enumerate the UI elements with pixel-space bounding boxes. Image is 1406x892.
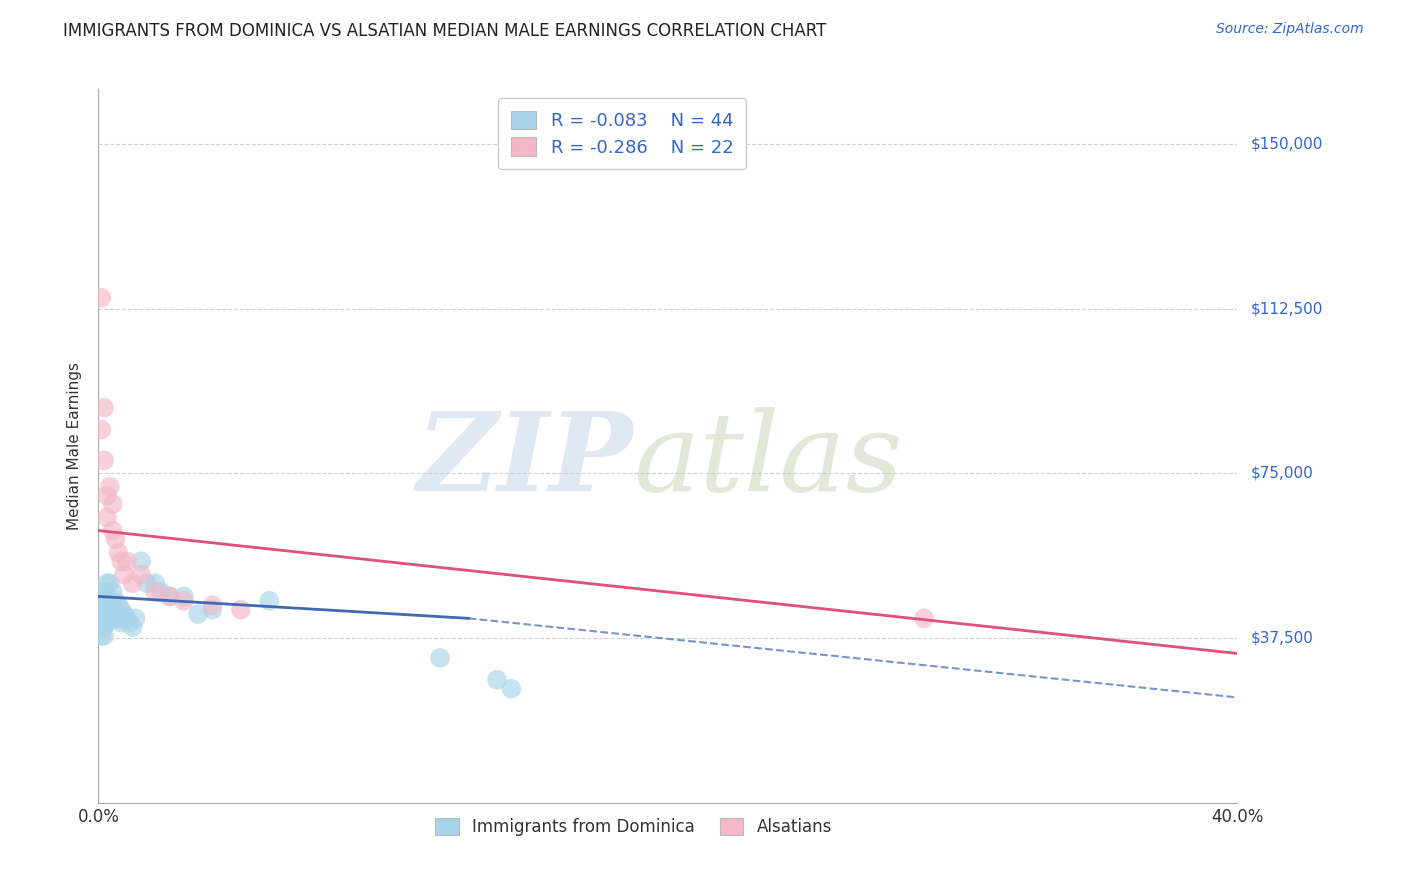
Point xyxy=(107,598,129,612)
Point xyxy=(93,594,115,608)
Point xyxy=(129,554,152,568)
Point xyxy=(96,602,118,616)
Point xyxy=(187,607,209,621)
Point xyxy=(259,594,281,608)
Legend: Immigrants from Dominica, Alsatians: Immigrants from Dominica, Alsatians xyxy=(427,810,841,845)
Point xyxy=(173,590,195,604)
Point xyxy=(145,585,167,599)
Point xyxy=(129,567,152,582)
Point xyxy=(96,488,118,502)
Point xyxy=(112,567,135,582)
Point xyxy=(110,554,132,568)
Point xyxy=(93,585,115,599)
Point xyxy=(104,594,127,608)
Point xyxy=(118,615,141,630)
Point xyxy=(159,590,181,604)
Point xyxy=(429,651,451,665)
Point xyxy=(107,611,129,625)
Point xyxy=(159,590,181,604)
Point xyxy=(101,497,124,511)
Point xyxy=(104,533,127,547)
Point xyxy=(96,615,118,630)
Point xyxy=(98,611,121,625)
Point xyxy=(93,620,115,634)
Text: $37,500: $37,500 xyxy=(1251,631,1315,646)
Y-axis label: Median Male Earnings: Median Male Earnings xyxy=(67,362,83,530)
Point xyxy=(112,607,135,621)
Point xyxy=(115,554,138,568)
Point xyxy=(124,611,146,625)
Point xyxy=(93,401,115,415)
Point xyxy=(912,611,935,625)
Point xyxy=(98,594,121,608)
Point xyxy=(121,576,143,591)
Point xyxy=(98,576,121,591)
Point xyxy=(201,598,224,612)
Point xyxy=(115,611,138,625)
Point xyxy=(93,629,115,643)
Text: ZIP: ZIP xyxy=(418,407,634,514)
Point xyxy=(121,620,143,634)
Point xyxy=(101,598,124,612)
Point xyxy=(101,524,124,538)
Point xyxy=(93,611,115,625)
Point xyxy=(145,576,167,591)
Point xyxy=(90,602,112,616)
Point xyxy=(90,291,112,305)
Point xyxy=(96,590,118,604)
Text: IMMIGRANTS FROM DOMINICA VS ALSATIAN MEDIAN MALE EARNINGS CORRELATION CHART: IMMIGRANTS FROM DOMINICA VS ALSATIAN MED… xyxy=(63,22,827,40)
Text: atlas: atlas xyxy=(634,407,903,514)
Point xyxy=(90,611,112,625)
Point xyxy=(96,576,118,591)
Point xyxy=(96,510,118,524)
Point xyxy=(486,673,509,687)
Text: Source: ZipAtlas.com: Source: ZipAtlas.com xyxy=(1216,22,1364,37)
Point xyxy=(90,620,112,634)
Point xyxy=(90,594,112,608)
Point xyxy=(173,594,195,608)
Point xyxy=(104,607,127,621)
Point xyxy=(101,611,124,625)
Point xyxy=(93,453,115,467)
Point xyxy=(90,629,112,643)
Point xyxy=(90,423,112,437)
Point xyxy=(135,576,157,591)
Point xyxy=(229,602,252,616)
Text: $112,500: $112,500 xyxy=(1251,301,1323,317)
Point xyxy=(110,602,132,616)
Point xyxy=(501,681,523,696)
Point xyxy=(101,585,124,599)
Text: $75,000: $75,000 xyxy=(1251,466,1315,481)
Point xyxy=(201,602,224,616)
Point xyxy=(150,585,173,599)
Text: $150,000: $150,000 xyxy=(1251,136,1323,152)
Point xyxy=(93,602,115,616)
Point xyxy=(110,615,132,630)
Point xyxy=(98,480,121,494)
Point xyxy=(107,545,129,559)
